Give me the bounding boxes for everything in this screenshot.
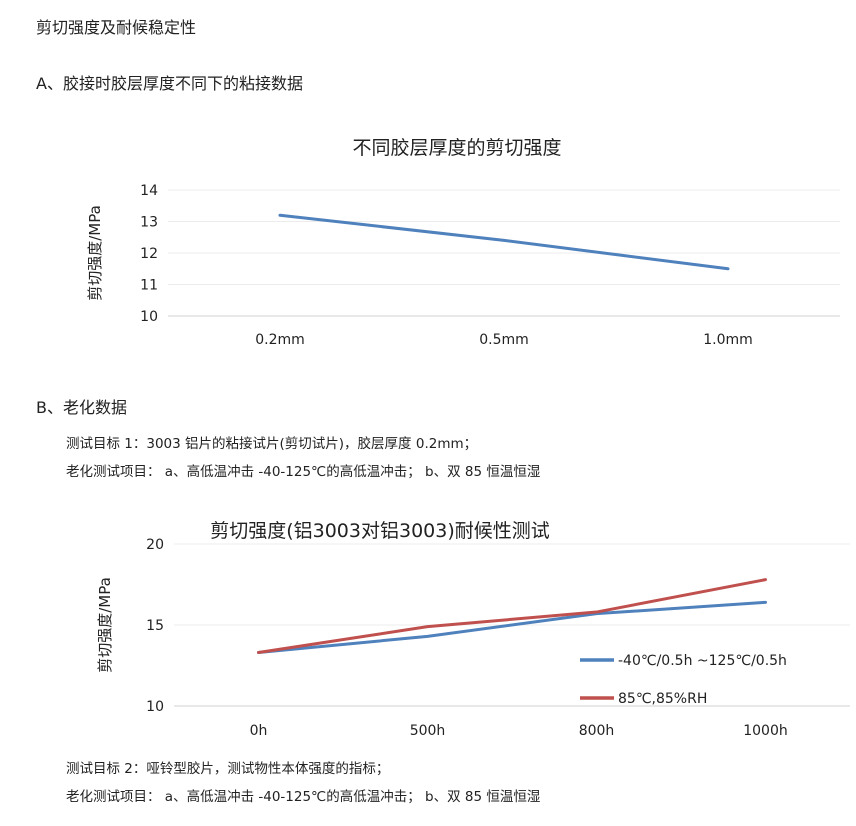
x-tick-label: 0.5mm xyxy=(479,332,529,348)
legend-entry: 85℃,85%RH xyxy=(618,691,707,707)
x-tick-label: 500h xyxy=(410,723,446,739)
chart-aging: 剪切强度(铝3003对铝3003)耐候性测试剪切强度/MPa 10 15 20 0h 50… xyxy=(0,505,856,755)
page-heading: 剪切强度及耐候稳定性 xyxy=(36,18,197,37)
series-line xyxy=(278,213,730,271)
x-tick-label: 1.0mm xyxy=(703,332,753,348)
test1-items: 老化测试项目： a、高低温冲击 -40-125℃的高低温冲击； b、双 85 恒… xyxy=(66,464,541,480)
y-tick-label: 11 xyxy=(140,278,158,294)
y-axis-label: 剪切强度/MPa xyxy=(96,577,114,673)
x-tick-label: 1000h xyxy=(743,723,788,739)
section-b-heading: B、老化数据 xyxy=(36,398,127,417)
y-axis-label: 剪切强度/MPa xyxy=(86,205,104,301)
chart-title: 剪切强度(铝3003对铝3003)耐候性测试 xyxy=(210,520,550,542)
series-line xyxy=(257,600,767,655)
y-tick-label: 10 xyxy=(146,699,164,715)
y-tick-label: 20 xyxy=(146,537,164,553)
y-tick-label: 13 xyxy=(140,215,158,231)
section-a-heading: A、胶接时胶层厚度不同下的粘接数据 xyxy=(36,74,303,93)
x-tick-label: 0h xyxy=(250,723,268,739)
test2-items: 老化测试项目： a、高低温冲击 -40-125℃的高低温冲击； b、双 85 恒… xyxy=(66,789,541,805)
series-line xyxy=(257,578,767,655)
x-tick-label: 800h xyxy=(579,723,615,739)
legend-entry: -40℃/0.5h ~125℃/0.5h xyxy=(618,653,787,669)
y-tick-label: 10 xyxy=(140,309,158,325)
y-tick-label: 14 xyxy=(140,183,158,199)
y-tick-label: 15 xyxy=(146,618,164,634)
chart-title: 不同胶层厚度的剪切强度 xyxy=(352,137,561,159)
test2-target: 测试目标 2：哑铃型胶片，测试物性本体强度的指标； xyxy=(66,761,390,777)
chart-thickness: 不同胶层厚度的剪切强度剪切强度/MPa 10 11 12 13 14 0.2mm 0.5mm 1… xyxy=(0,120,856,370)
test1-target: 测试目标 1：3003 铝片的粘接试片(剪切试片)，胶层厚度 0.2mm； xyxy=(66,436,478,452)
x-tick-label: 0.2mm xyxy=(255,332,305,348)
y-tick-label: 12 xyxy=(140,246,158,262)
